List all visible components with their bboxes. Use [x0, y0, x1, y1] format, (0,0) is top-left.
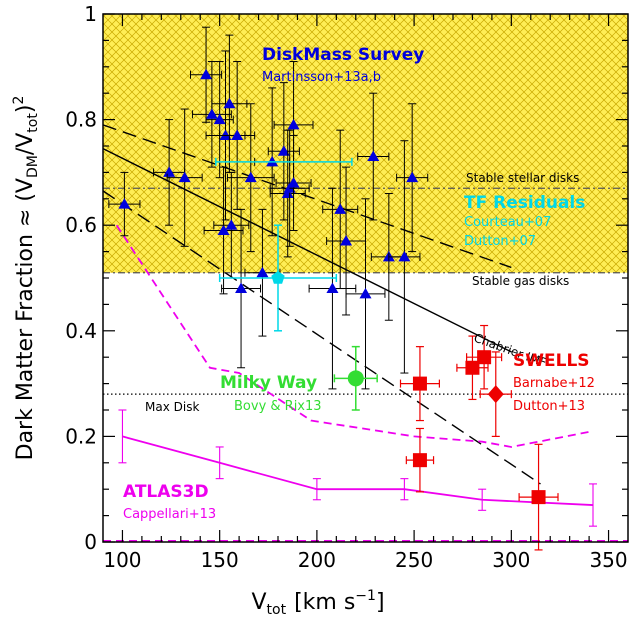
diskmass-point-12 — [244, 171, 257, 183]
tf-title: TF Residuals — [464, 193, 585, 213]
axes: 100 150 200 250 300 350 0 0.2 0.4 0.6 0.8 1 — [65, 2, 629, 572]
swells-series — [399, 324, 559, 551]
milky-way-point-0 — [347, 370, 364, 387]
swells-point-0 — [412, 376, 427, 391]
atlas3d-line — [122, 435, 594, 506]
x-tick-label: 150 — [201, 548, 239, 572]
milky-way-title: Milky Way — [220, 373, 317, 393]
y-tick-label: 0.4 — [65, 319, 97, 343]
x-tick-label: 100 — [103, 548, 141, 572]
diskmass-point-17 — [283, 182, 296, 193]
diskmass-sublabel: Martinsson+13a,b — [262, 70, 381, 85]
diskmass-point-7 — [219, 129, 232, 140]
diskmass-point-0 — [118, 198, 131, 209]
diskmass-point-24 — [367, 150, 380, 162]
model-line-2 — [103, 190, 541, 485]
diskmass-point-8 — [223, 97, 236, 109]
diskmass-point-20 — [326, 282, 339, 294]
swells-point-4 — [531, 490, 546, 505]
swells-sublabel-1: Barnabe+12 — [513, 376, 595, 391]
diskmass-point-2 — [178, 171, 191, 183]
swells-title: SWELLS — [513, 351, 590, 371]
diskmass-point-16 — [281, 187, 294, 199]
swells-sublabel-2: Dutton+13 — [513, 399, 585, 414]
x-tick-label: 250 — [395, 548, 433, 572]
diskmass-point-4 — [205, 108, 218, 119]
reference-lines — [103, 187, 628, 395]
x-tick-label: 200 — [298, 548, 336, 572]
swells-diamond — [487, 385, 504, 404]
model-line-1 — [103, 124, 512, 269]
diskmass-point-6 — [217, 224, 230, 235]
swells-point-2 — [465, 360, 480, 375]
milky-way-sublabel: Bovy & Rix13 — [234, 399, 322, 414]
y-tick-label: 0.6 — [65, 213, 97, 237]
diskmass-point-10 — [231, 129, 244, 140]
tf-point-0 — [271, 271, 285, 284]
diskmass-point-11 — [235, 282, 248, 294]
x-tick-label: 350 — [589, 548, 627, 572]
tf-residuals-series — [215, 157, 353, 332]
y-axis-title: Dark Matter Fraction ≈ (VDM/Vtot)2 — [11, 96, 41, 461]
diskmass-point-18 — [287, 118, 300, 130]
diskmass-point-15 — [277, 145, 290, 156]
swells-point-3 — [477, 350, 492, 365]
swells-point-1 — [412, 453, 427, 468]
diskmass-point-27 — [406, 171, 419, 183]
model-lines — [103, 124, 541, 485]
data-series — [103, 26, 628, 551]
diskmass-point-26 — [398, 250, 411, 262]
diskmass-point-13 — [256, 266, 269, 278]
diskmass-point-21 — [334, 203, 347, 214]
tf-sublabel-2: Dutton+07 — [464, 234, 536, 249]
diskmass-point-5 — [213, 113, 226, 125]
diskmass-point-22 — [340, 235, 353, 246]
tf-sublabel-1: Courteau+07 — [464, 215, 551, 230]
milky-way-series — [333, 345, 378, 411]
x-tick-label: 300 — [492, 548, 530, 572]
x-axis-title: Vtot [km s−1] — [251, 588, 384, 618]
stable-gas-label: Stable gas disks — [472, 274, 569, 288]
y-tick-label: 0 — [84, 530, 97, 554]
diskmass-point-3 — [200, 68, 213, 80]
y-tick-label: 1 — [84, 2, 97, 26]
max-disk-label: Max Disk — [145, 400, 199, 414]
diskmass-series — [108, 26, 429, 390]
diskmass-title: DiskMass Survey — [262, 45, 424, 65]
stable-stellar-label: Stable stellar disks — [466, 171, 579, 185]
diskmass-point-23 — [359, 287, 372, 299]
model-line-0 — [103, 148, 512, 353]
diskmass-point-1 — [163, 166, 176, 177]
atlas3d-sublabel: Cappellari+13 — [123, 507, 216, 522]
y-tick-label: 0.8 — [65, 108, 97, 132]
diskmass-point-9 — [225, 219, 238, 230]
atlas3d-series — [103, 224, 628, 542]
y-tick-label: 0.2 — [65, 424, 97, 448]
atlas3d-upper-envelope — [115, 224, 594, 448]
diskmass-point-19 — [287, 176, 300, 188]
atlas3d-title: ATLAS3D — [123, 482, 209, 502]
